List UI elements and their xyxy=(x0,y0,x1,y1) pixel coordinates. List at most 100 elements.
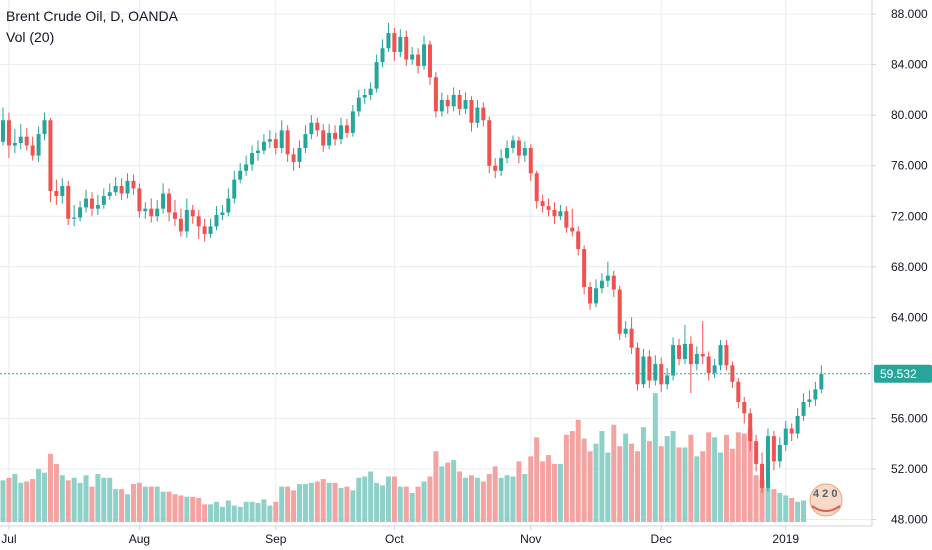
candle xyxy=(410,46,415,65)
volume-bar xyxy=(718,452,724,522)
volume-bar xyxy=(36,468,42,522)
candle xyxy=(635,342,640,391)
volume-bar xyxy=(516,461,522,522)
candle-body xyxy=(356,97,361,112)
candle xyxy=(682,324,687,365)
candle-body xyxy=(255,150,260,154)
candle xyxy=(777,437,782,468)
candle-body xyxy=(783,428,788,445)
volume-bar xyxy=(439,466,445,522)
candle-body xyxy=(66,185,71,219)
candle-body xyxy=(6,120,11,146)
candle xyxy=(795,408,800,439)
last-price-tag: 59.532 xyxy=(874,364,932,383)
candle xyxy=(362,88,367,104)
candle xyxy=(392,28,397,61)
candle-body xyxy=(184,209,189,232)
candle xyxy=(765,428,770,492)
candle xyxy=(72,204,77,227)
candle-body xyxy=(487,120,492,166)
candle-body xyxy=(161,193,166,209)
candle-body xyxy=(226,198,231,213)
candle xyxy=(297,140,302,169)
candle-body xyxy=(706,356,711,373)
candle-body xyxy=(54,190,59,197)
candle-body xyxy=(321,130,326,146)
time-tick-label: Aug xyxy=(129,532,150,546)
volume-bar xyxy=(12,473,18,522)
volume-bar xyxy=(213,501,219,522)
price-tick-label: 52.000 xyxy=(891,462,928,476)
volume-bar xyxy=(587,451,593,522)
volume-bar xyxy=(273,501,279,522)
candle-body xyxy=(422,44,427,66)
candle-body xyxy=(250,153,255,165)
candle-body xyxy=(416,54,421,66)
candle xyxy=(439,92,444,117)
candle xyxy=(510,135,515,154)
candle-body xyxy=(350,111,355,133)
candle xyxy=(291,148,296,171)
volume-bar xyxy=(409,492,415,522)
candle xyxy=(137,183,142,218)
chart-legend: Brent Crude Oil, D, OANDA Vol (20) xyxy=(6,6,178,48)
candle-body xyxy=(404,36,409,60)
candle-body xyxy=(623,328,628,334)
candle xyxy=(327,124,332,150)
volume-bar xyxy=(350,490,356,522)
volume-bar xyxy=(522,473,528,522)
candle xyxy=(226,188,231,217)
candle xyxy=(505,140,510,164)
volume-bar xyxy=(741,433,747,522)
volume-bar xyxy=(712,437,718,522)
candle xyxy=(605,261,610,288)
volume-bar xyxy=(640,427,646,522)
volume-bar xyxy=(575,419,581,522)
price-tick-label: 84.000 xyxy=(891,58,928,72)
price-tick-label: 64.000 xyxy=(891,310,928,324)
candle xyxy=(433,72,438,118)
candle-body xyxy=(149,208,154,217)
candle xyxy=(255,140,260,161)
candle-body xyxy=(742,401,747,414)
volume-bar xyxy=(563,434,569,522)
volume-bar xyxy=(77,482,83,522)
volume-bar xyxy=(723,434,729,522)
candle xyxy=(516,136,521,164)
volume-bar xyxy=(688,434,694,522)
candle-body xyxy=(131,180,136,189)
volume-bar xyxy=(753,475,759,522)
volume-bar xyxy=(53,463,59,522)
volume-bar xyxy=(652,393,658,522)
candle-body xyxy=(653,364,658,381)
volume-bar xyxy=(136,482,142,522)
candle-body xyxy=(795,415,800,434)
candle xyxy=(30,136,35,161)
volume-bar xyxy=(783,495,789,522)
volume-bar xyxy=(747,428,753,522)
candle xyxy=(344,118,349,138)
candle-body xyxy=(267,139,272,142)
candle xyxy=(611,270,616,298)
volume-bar xyxy=(130,484,136,522)
volume-bar xyxy=(47,453,53,522)
time-axis[interactable]: Jul Aug Sep Oct Nov Dec 2019 xyxy=(0,525,932,550)
candle xyxy=(220,204,225,221)
volume-bar xyxy=(706,432,712,522)
candle xyxy=(665,367,670,390)
price-axis[interactable]: 88.000 84.000 80.000 76.000 72.000 68.000 64.0… xyxy=(871,0,932,526)
candle xyxy=(167,188,172,222)
volume-bar xyxy=(308,482,314,522)
volume-bar xyxy=(0,480,6,522)
candle xyxy=(422,35,427,70)
candle-body xyxy=(327,132,332,146)
volume-bar xyxy=(445,462,451,522)
candle-body xyxy=(398,36,403,53)
candle xyxy=(712,359,717,378)
candle xyxy=(214,206,219,231)
volume-bar xyxy=(279,486,285,522)
candle xyxy=(748,408,753,452)
candle xyxy=(84,189,89,213)
candle-body xyxy=(279,130,284,149)
